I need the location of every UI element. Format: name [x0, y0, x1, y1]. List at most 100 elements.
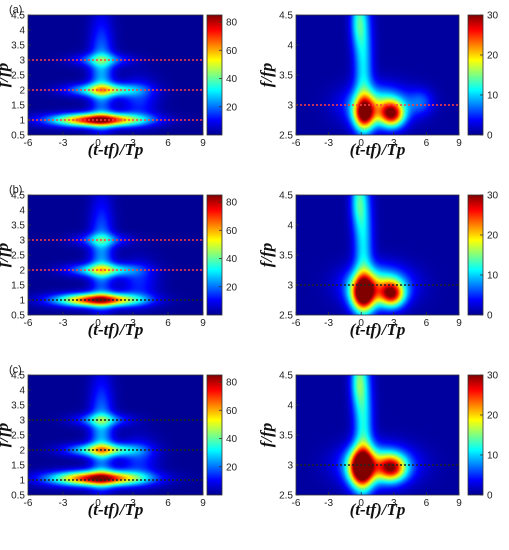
heatmap-panel-5: -6 -3 0 3 6 9 2.5 3 3.5 4 4.5 0 10 20 30 (t-tf)/Tp f/fp [257, 371, 499, 520]
y-tick-label: 3 [287, 281, 293, 292]
y-tick-label: 0.5 [11, 131, 25, 142]
x-tick-label: 9 [456, 318, 462, 329]
y-tick-label: 1.5 [11, 461, 25, 472]
y-tick-label: 4 [287, 41, 293, 52]
y-axis-label: f/fp [0, 63, 12, 88]
colorbar-tick-label: 30 [487, 191, 499, 202]
y-tick-label: 4 [287, 221, 293, 232]
y-tick-label: 3 [19, 56, 25, 67]
y-tick-label: 2.5 [11, 431, 25, 442]
colorbar [206, 194, 223, 316]
x-tick-label: 6 [165, 318, 171, 329]
x-tick-label: -6 [292, 318, 301, 329]
x-tick-label: -3 [59, 138, 68, 149]
panel-label: (c) [9, 364, 22, 376]
y-tick-label: 3 [19, 236, 25, 247]
x-tick-label: -6 [292, 138, 301, 149]
heatmap-panel-1: -6 -3 0 3 6 9 2.5 3 3.5 4 4.5 0 10 20 30 (t-tf)/Tp f/fp [257, 11, 499, 160]
panel-label: (b) [9, 184, 22, 196]
y-tick-label: 3 [287, 101, 293, 112]
x-tick-label: -3 [59, 318, 68, 329]
y-axis-label: f/fp [0, 423, 12, 448]
y-tick-label: 1 [19, 296, 25, 307]
panel-label: (a) [9, 4, 22, 16]
colorbar-tick-label: 40 [226, 254, 238, 265]
colorbar-tick-label: 20 [487, 231, 499, 242]
heatmap-panel-0: -6 -3 0 3 6 9 0.5 1 1.5 2 2.5 3 3.5 4 4.5 20 40 60 80 (a) (t… [0, 4, 238, 159]
colorbar-tick-label: 10 [487, 451, 499, 462]
y-tick-label: 2.5 [279, 311, 293, 322]
heatmap-panel-2: -6 -3 0 3 6 9 0.5 1 1.5 2 2.5 3 3.5 4 4.5 20 40 60 80 (b) (t… [0, 184, 238, 339]
y-axis-label: f/fp [257, 63, 276, 88]
colorbar-tick-label: 60 [226, 406, 238, 417]
x-tick-label: 0 [95, 318, 101, 329]
y-tick-label: 1 [19, 476, 25, 487]
colorbar-tick-label: 0 [487, 311, 493, 322]
heatmap-image [28, 375, 203, 495]
colorbar-tick-label: 80 [226, 18, 238, 29]
heatmap-image [296, 375, 459, 495]
x-tick-label: 3 [130, 318, 136, 329]
x-tick-label: 9 [200, 138, 206, 149]
colorbar [467, 14, 484, 136]
y-tick-label: 4 [19, 206, 25, 217]
y-tick-label: 4 [287, 401, 293, 412]
x-tick-label: 3 [130, 498, 136, 509]
y-tick-label: 3.5 [279, 431, 293, 442]
heatmap-image [296, 195, 459, 315]
x-tick-label: 3 [130, 138, 136, 149]
y-tick-label: 2.5 [11, 71, 25, 82]
y-tick-label: 3.5 [11, 41, 25, 52]
x-tick-label: -6 [24, 498, 33, 509]
colorbar-tick-label: 0 [487, 491, 493, 502]
y-tick-label: 3 [19, 416, 25, 427]
x-axis-label: (t-tf)/Tp [350, 140, 406, 159]
colorbar-tick-label: 80 [226, 198, 238, 209]
x-tick-label: 0 [358, 138, 364, 149]
x-tick-label: 3 [391, 138, 397, 149]
x-tick-label: 9 [456, 498, 462, 509]
x-tick-label: -6 [292, 498, 301, 509]
y-tick-label: 1 [19, 116, 25, 127]
colorbar [467, 374, 484, 496]
y-axis-label: f/fp [257, 423, 276, 448]
colorbar-tick-label: 20 [487, 411, 499, 422]
x-tick-label: 3 [391, 498, 397, 509]
y-tick-label: 2.5 [279, 131, 293, 142]
x-axis-label: (t-tf)/Tp [88, 140, 144, 159]
x-tick-label: 0 [95, 138, 101, 149]
x-tick-label: -3 [324, 138, 333, 149]
y-tick-label: 3.5 [11, 221, 25, 232]
x-tick-label: 6 [165, 498, 171, 509]
y-tick-label: 2 [19, 446, 25, 457]
y-tick-label: 4 [19, 26, 25, 37]
y-tick-label: 3 [287, 461, 293, 472]
colorbar-tick-label: 30 [487, 371, 499, 382]
x-tick-label: -6 [24, 138, 33, 149]
x-tick-label: 9 [200, 498, 206, 509]
x-tick-label: 6 [165, 138, 171, 149]
colorbar-tick-label: 40 [226, 434, 238, 445]
x-tick-label: -3 [59, 498, 68, 509]
x-axis-label: (t-tf)/Tp [88, 320, 144, 339]
colorbar-tick-label: 20 [487, 51, 499, 62]
y-tick-label: 0.5 [11, 491, 25, 502]
y-tick-label: 4.5 [11, 371, 25, 382]
x-axis-label: (t-tf)/Tp [88, 500, 144, 519]
y-tick-label: 1.5 [11, 281, 25, 292]
x-tick-label: 6 [424, 498, 430, 509]
y-tick-label: 3.5 [279, 71, 293, 82]
x-axis-label: (t-tf)/Tp [350, 320, 406, 339]
heatmap-image [28, 195, 203, 315]
x-tick-label: 0 [95, 498, 101, 509]
heatmap-panel-3: -6 -3 0 3 6 9 2.5 3 3.5 4 4.5 0 10 20 30 (t-tf)/Tp f/fp [257, 191, 499, 340]
x-tick-label: 0 [358, 318, 364, 329]
colorbar-tick-label: 10 [487, 91, 499, 102]
x-tick-label: -3 [324, 498, 333, 509]
y-tick-label: 4.5 [11, 191, 25, 202]
x-tick-label: 3 [391, 318, 397, 329]
colorbar-tick-label: 60 [226, 226, 238, 237]
y-tick-label: 2.5 [279, 491, 293, 502]
x-tick-label: 0 [358, 498, 364, 509]
